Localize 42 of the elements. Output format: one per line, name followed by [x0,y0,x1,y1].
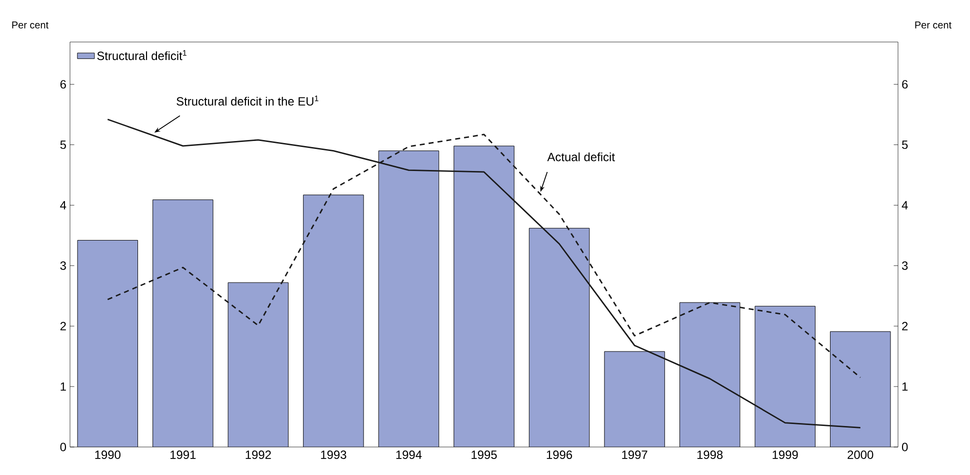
bar [529,228,590,447]
y-tick-label: 4 [60,201,66,210]
legend-label: Structural deficit$^{1}$ [97,50,186,60]
x-tick-label: 1998 [697,450,723,459]
text: Structural deficit in the EU$^{1}$ [176,96,318,106]
x-tick-label: 1999 [772,450,798,459]
y2-axis-title: Per cent [915,22,952,28]
y2-tick-label: 1 [902,382,908,391]
y2-tick-label: 0 [902,442,908,452]
y-tick-label: 1 [60,382,66,391]
y2-tick-label: 4 [902,201,908,210]
x-tick-label: 1996 [546,450,572,459]
bar [78,240,138,447]
y2-tick-label: 3 [902,261,908,270]
bar [228,282,288,447]
y2-tick-label: 5 [902,140,908,149]
x-tick-label: 1990 [95,450,120,459]
bar [680,302,740,447]
y-tick-label: 0 [60,442,66,452]
y2-tick-label: 2 [902,322,908,330]
bar [378,150,439,447]
x-tick-label: 2000 [848,450,874,459]
text: Actual deficit [547,152,615,162]
bar [830,331,891,447]
bar [754,306,816,447]
y2-tick-label: 6 [902,80,908,89]
y-tick-label: 6 [60,80,66,89]
bar [604,351,665,447]
bar [454,146,514,447]
y-tick-label: 5 [60,140,66,149]
y-axis-title: Per cent [12,22,48,28]
bar [303,194,364,447]
line-series [106,118,862,428]
x-tick-label: 1997 [622,450,648,459]
x-tick-label: 1992 [246,450,271,459]
y-tick-label: 2 [60,322,66,330]
x-tick-label: 1993 [321,450,346,459]
y-tick-label: 3 [60,261,66,270]
x-tick-label: 1991 [170,450,196,459]
bar [152,200,214,447]
x-tick-label: 1995 [472,450,497,459]
x-tick-label: 1994 [396,450,422,459]
